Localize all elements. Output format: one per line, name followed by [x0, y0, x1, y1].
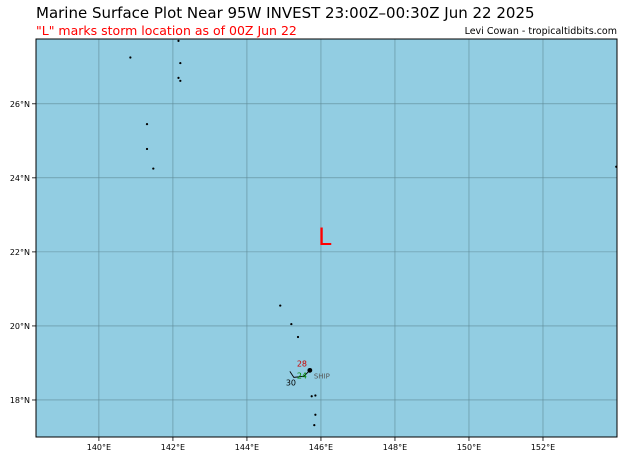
lat-tick-label: 22°N — [10, 248, 30, 257]
obs-dewpoint: 24 — [297, 371, 307, 380]
island-dot — [310, 395, 313, 398]
lat-tick-label: 20°N — [10, 322, 30, 331]
obs-pressure: 30 — [286, 378, 296, 387]
station-circle — [307, 367, 313, 373]
map-frame — [35, 38, 618, 438]
lon-tick-label: 144°E — [235, 443, 259, 452]
lon-tick-label: 150°E — [457, 443, 481, 452]
island-dot — [296, 335, 300, 339]
island-dot — [179, 79, 182, 82]
island-dot — [145, 147, 149, 151]
island-dot — [177, 39, 180, 42]
lat-tick-label: 24°N — [10, 174, 30, 183]
lon-tick-label: 146°E — [309, 443, 333, 452]
storm-note: "L" marks storm location as of 00Z Jun 2… — [36, 23, 297, 38]
gridlines — [36, 39, 617, 437]
island-dot — [177, 76, 180, 79]
lon-tick-label: 152°E — [531, 443, 555, 452]
credit-text: Levi Cowan - tropicaltidbits.com — [464, 26, 617, 37]
ocean-background — [36, 39, 617, 437]
lat-tick-label: 26°N — [10, 100, 30, 109]
axis-ticks: 140°E 142°E 144°E 146°E 148°E 150°E 152°E 18°N 2… — [10, 100, 555, 452]
obs-temperature: 28 — [297, 359, 307, 368]
lat-tick-label: 18°N — [10, 396, 30, 405]
obs-station-id: SHIP — [314, 372, 330, 380]
island-dot — [314, 413, 317, 416]
island-dot — [313, 424, 316, 427]
island-dot — [314, 394, 317, 397]
lon-tick-label: 140°E — [87, 443, 111, 452]
island-dot — [152, 167, 155, 170]
island-dot — [279, 304, 282, 307]
page-title: Marine Surface Plot Near 95W INVEST 23:0… — [36, 4, 535, 22]
lon-tick-label: 148°E — [383, 443, 407, 452]
island-dot — [129, 56, 132, 59]
wind-barb — [289, 370, 311, 378]
island-dot — [290, 322, 293, 326]
island-dot — [145, 123, 149, 126]
storm-location: L — [318, 223, 332, 251]
lon-tick-label: 142°E — [161, 443, 185, 452]
storm-l-marker: L — [318, 223, 332, 251]
ship-observation: 28 24 SHIP 30 — [286, 359, 330, 387]
island-dot — [179, 61, 182, 65]
